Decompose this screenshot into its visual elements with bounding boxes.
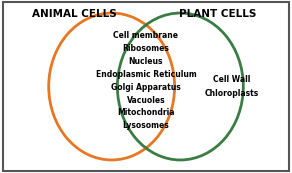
Text: Cell membrane
Ribosomes
Nucleus
Endoplasmic Reticulum
Golgi Apparatus
Vacuoles
M: Cell membrane Ribosomes Nucleus Endoplas…: [95, 31, 197, 130]
Text: PLANT CELLS: PLANT CELLS: [179, 10, 256, 19]
Text: Cell Wall
Chloroplasts: Cell Wall Chloroplasts: [205, 75, 259, 98]
Text: ANIMAL CELLS: ANIMAL CELLS: [32, 10, 117, 19]
